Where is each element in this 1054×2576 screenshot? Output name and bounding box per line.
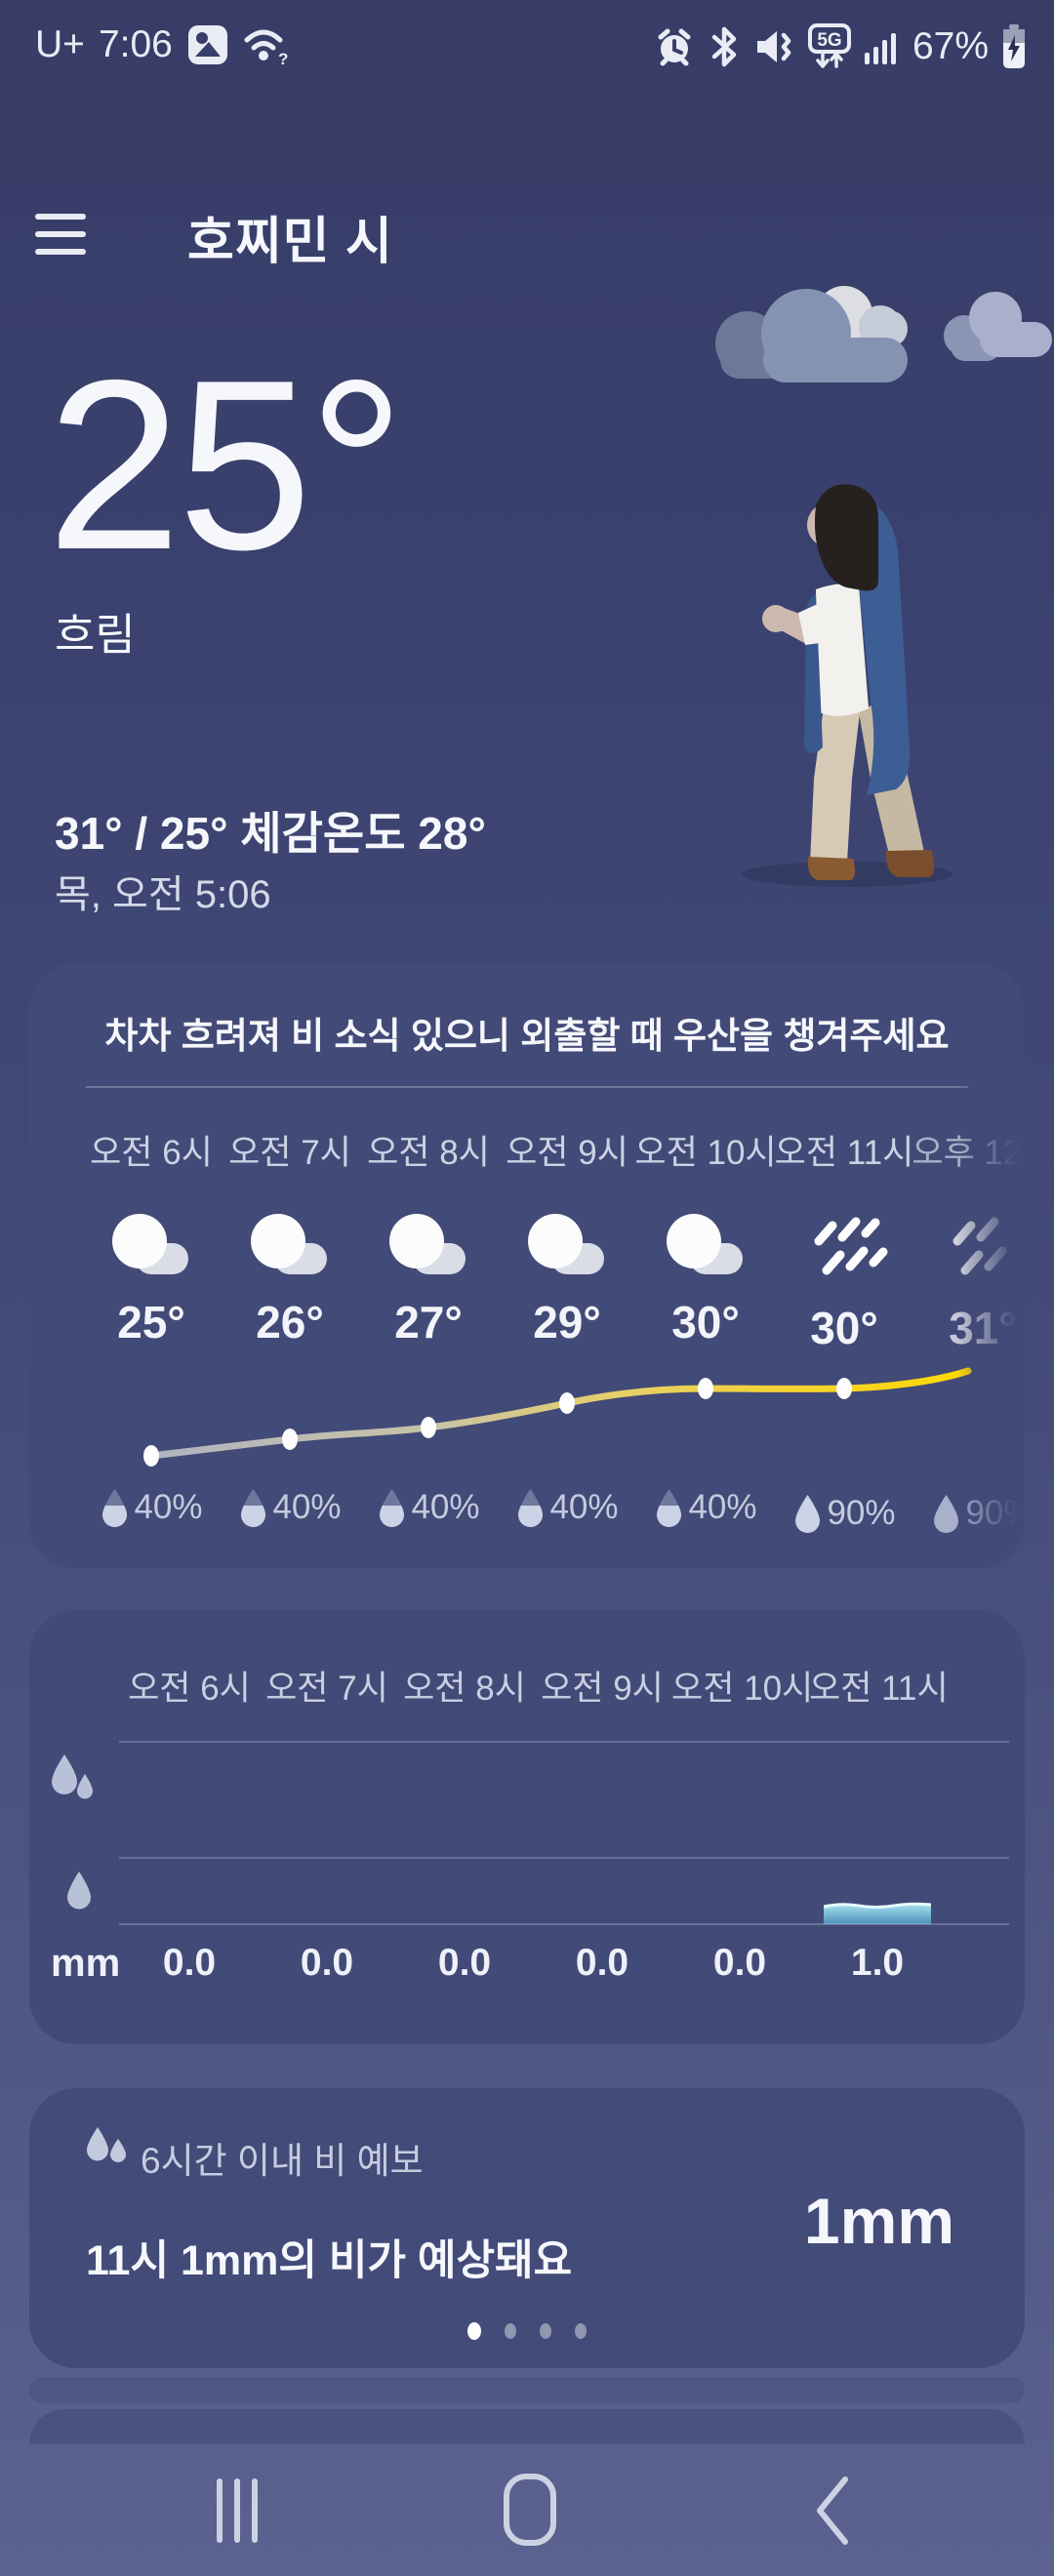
rain-forecast-amount: 1mm <box>803 2185 954 2257</box>
mute-vibrate-icon <box>756 31 791 62</box>
current-datetime: 목, 오전 5:06 <box>55 873 271 916</box>
page-title: 호찌민 시 <box>187 214 393 270</box>
hamburger-menu-icon[interactable] <box>35 212 90 259</box>
cloudy-icon <box>389 1214 466 1274</box>
hour-column: 오전 6시 25° 40% <box>90 1134 213 1527</box>
recents-icon[interactable] <box>213 2474 262 2548</box>
chart-gridline <box>119 1741 1009 1743</box>
droplet-icon <box>241 1489 266 1527</box>
carrier-label: U+ <box>35 23 85 65</box>
rain-forecast-title: 6시간 이내 비 예보 <box>141 2141 424 2181</box>
page-dot[interactable] <box>540 2323 551 2339</box>
rain-icon <box>814 1217 888 1275</box>
hour-column: 오전 9시 29° 40% <box>506 1134 628 1527</box>
small-cloud-illustration <box>944 292 1052 361</box>
precip-value: 0.0 <box>712 1942 767 1984</box>
page-dot[interactable] <box>505 2323 516 2339</box>
hour-column: 오전 7시 26° 40% <box>228 1134 351 1527</box>
svg-text:?: ? <box>278 50 288 66</box>
precip-value: 0.0 <box>162 1942 217 1984</box>
double-droplet-icon <box>87 2127 126 2162</box>
precip-value: 0.0 <box>437 1942 492 1984</box>
page-indicator[interactable] <box>29 2322 1025 2340</box>
cloudy-icon <box>112 1214 188 1274</box>
hour-column: 오전 11시 30° 90% <box>774 1134 914 1533</box>
droplet-icon <box>934 1495 959 1533</box>
navigation-bar <box>0 2444 1054 2576</box>
clouds-illustration <box>715 286 908 382</box>
droplet-icon <box>380 1489 405 1527</box>
card-edge-fade <box>956 963 1025 1568</box>
bluetooth-icon <box>711 26 737 67</box>
droplet-icon <box>795 1495 821 1533</box>
double-droplet-icon <box>52 1754 93 1799</box>
forecast-message: 차차 흐려져 비 소식 있으니 외출할 때 우산을 챙겨주세요 <box>104 1016 950 1056</box>
alarm-icon <box>658 28 691 66</box>
back-icon[interactable] <box>812 2474 851 2548</box>
precip-value: 0.0 <box>300 1942 354 1984</box>
signal-icon <box>864 33 896 64</box>
person-illustration <box>742 484 953 887</box>
wifi-question-icon: ? <box>244 29 288 66</box>
precip-hour-label: 오전 9시 <box>541 1670 664 1708</box>
battery-charging-icon <box>1003 24 1025 68</box>
hour-column: 오전 8시 27° 40% <box>367 1134 490 1527</box>
next-card-partial[interactable] <box>29 2409 1025 2444</box>
precipitation-card[interactable]: 오전 6시 오전 7시 오전 8시 오전 9시 오전 10시 오전 11시 mm <box>29 1610 1025 2044</box>
hourly-forecast-card[interactable]: 차차 흐려져 비 소식 있으니 외출할 때 우산을 챙겨주세요 오전 6시 25… <box>29 963 1025 1568</box>
chart-baseline <box>119 1923 1009 1925</box>
temperature-line-chart <box>143 1367 972 1467</box>
droplet-icon <box>657 1489 682 1527</box>
droplet-icon <box>518 1489 544 1527</box>
chart-gridline <box>119 1857 1009 1859</box>
unit-label: mm <box>51 1942 121 1985</box>
rain-amount-bar <box>824 1902 931 1924</box>
status-bar: U+ 7:06 ? <box>0 23 1054 82</box>
status-clock: 7:06 <box>98 23 173 65</box>
droplet-icon <box>67 1872 91 1910</box>
hour-column: 오전 10시 30° 40% <box>634 1134 777 1527</box>
gallery-icon <box>187 25 227 64</box>
rain-forecast-card[interactable]: 6시간 이내 비 예보 1mm 11시 1mm의 비가 예상돼요 <box>29 2088 1025 2368</box>
cloudy-icon <box>528 1214 604 1274</box>
current-condition: 흐림 <box>55 610 136 660</box>
precip-hour-label: 오전 11시 <box>809 1670 949 1708</box>
precip-hour-label: 오전 8시 <box>403 1670 526 1708</box>
precip-value: 1.0 <box>850 1942 905 1984</box>
cloudy-icon <box>667 1214 743 1274</box>
peek-card-strip <box>29 2377 1025 2403</box>
5g-icon: 5G <box>807 23 851 68</box>
precip-hour-label: 오전 7시 <box>265 1670 388 1708</box>
rain-forecast-description: 11시 1mm의 비가 예상돼요 <box>86 2237 573 2284</box>
cloudy-icon <box>251 1214 327 1274</box>
card-divider <box>86 1086 968 1088</box>
home-icon[interactable] <box>502 2472 558 2548</box>
svg-text:5G: 5G <box>817 30 841 51</box>
battery-percent: 67% <box>912 25 989 67</box>
current-temperature: 25° <box>47 329 405 600</box>
precip-value: 0.0 <box>575 1942 629 1984</box>
droplet-icon <box>102 1489 128 1527</box>
precip-hour-label: 오전 6시 <box>128 1670 251 1708</box>
temp-summary: 31° / 25° 체감온도 28° <box>55 808 486 859</box>
precip-hour-label: 오전 10시 <box>671 1670 814 1708</box>
app-header: 호찌민 시 <box>0 200 1054 278</box>
page-dot-active[interactable] <box>467 2322 481 2340</box>
page-dot[interactable] <box>575 2323 587 2339</box>
